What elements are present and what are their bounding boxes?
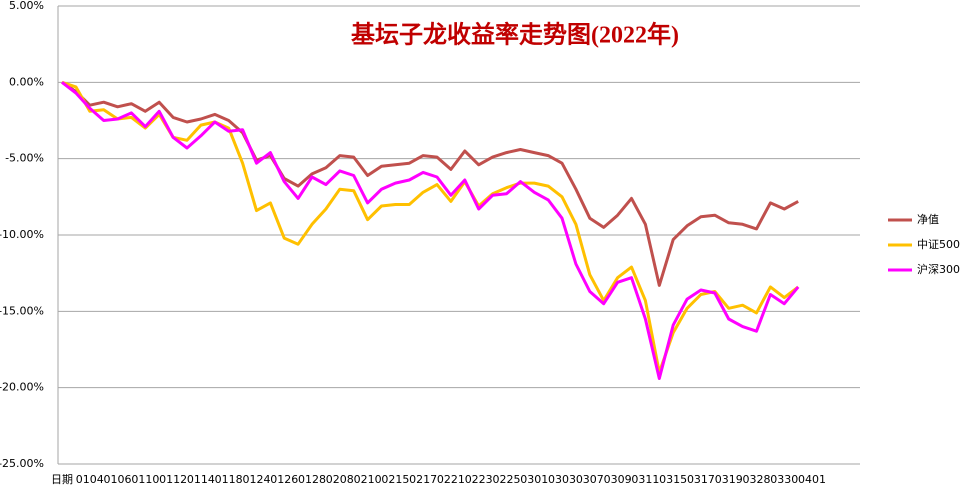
y-tick-label: -15.00% — [0, 304, 44, 317]
x-tick-label: 0215 — [381, 473, 409, 486]
x-tick-label: 0104 — [76, 473, 104, 486]
x-tick-label: 0223 — [465, 473, 493, 486]
x-tick-label: 0124 — [242, 473, 270, 486]
x-tick-label: 0210 — [354, 473, 382, 486]
y-tick-label: -10.00% — [0, 228, 44, 241]
x-tick-label: 日期 — [51, 473, 73, 486]
legend-label: 净值 — [917, 212, 939, 226]
y-tick-label: -20.00% — [0, 381, 44, 394]
x-tick-label: 0330 — [770, 473, 798, 486]
y-tick-label: 0.00% — [9, 75, 44, 88]
x-tick-label: 0315 — [659, 473, 687, 486]
series-line — [61, 80, 800, 374]
x-tick-label: 0311 — [631, 473, 659, 486]
x-tick-label: 0317 — [687, 473, 715, 486]
legend-label: 中证500 — [917, 238, 960, 251]
x-tick-label: 0309 — [604, 473, 632, 486]
x-tick-label: 0106 — [104, 473, 132, 486]
y-tick-label: -25.00% — [0, 457, 44, 470]
x-tick-label: 0126 — [270, 473, 298, 486]
x-tick-label: 0221 — [437, 473, 465, 486]
x-tick-label: 0319 — [715, 473, 743, 486]
x-tick-label: 0303 — [548, 473, 576, 486]
x-tick-label: 0307 — [576, 473, 604, 486]
x-tick-label: 0208 — [326, 473, 354, 486]
x-tick-label: 0301 — [520, 473, 548, 486]
x-tick-label: 0110 — [131, 473, 159, 486]
series-line — [61, 81, 799, 287]
x-tick-label: 0328 — [743, 473, 771, 486]
x-tick-label: 0114 — [187, 473, 215, 486]
legend-label: 沪深300 — [917, 262, 960, 276]
y-tick-label: 5.00% — [9, 0, 44, 12]
x-tick-label: 0217 — [409, 473, 437, 486]
x-tick-label: 0112 — [159, 473, 187, 486]
x-tick-label: 0225 — [492, 473, 520, 486]
x-tick-label: 0118 — [215, 473, 243, 486]
chart-title: 基坛子龙收益率走势图(2022年) — [351, 21, 679, 49]
y-tick-label: -5.00% — [5, 152, 44, 165]
series-line — [61, 81, 800, 380]
x-tick-label: 0128 — [298, 473, 326, 486]
x-tick-label: 0401 — [798, 473, 826, 486]
